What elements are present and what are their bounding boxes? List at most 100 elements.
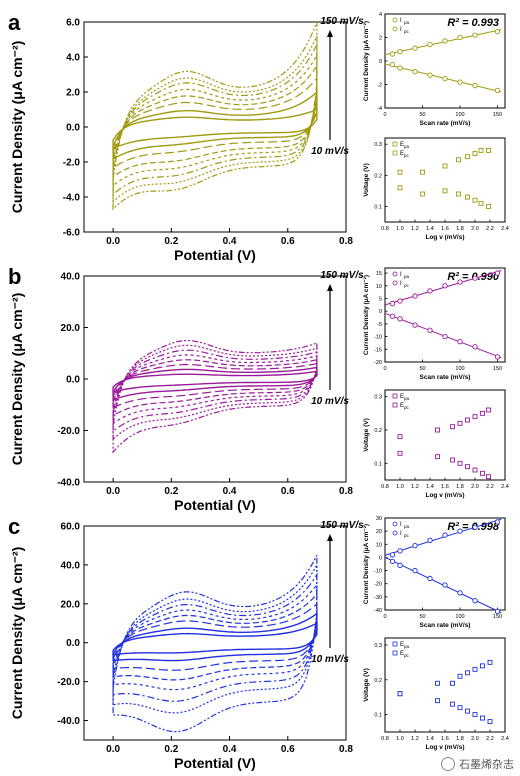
point-Ipc xyxy=(472,344,478,350)
legend-marker xyxy=(392,150,398,156)
point-Epc xyxy=(486,203,491,209)
inset-y-tick-label: 0.2 xyxy=(374,678,382,684)
y-tick-label: -2.0 xyxy=(63,158,81,169)
y-tick-label: -40.0 xyxy=(57,478,80,489)
inset-y-axis-label: Voltage (V) xyxy=(363,668,370,701)
cv-loop-100mvs xyxy=(112,44,318,197)
inset-y-tick-label: 0 xyxy=(379,309,382,315)
panel-label: a xyxy=(8,10,21,35)
inset-y-tick-label: 4 xyxy=(379,12,382,18)
point-Epa xyxy=(486,147,491,153)
point-Ipa xyxy=(494,519,501,525)
point-Ipc xyxy=(389,558,396,565)
point-Ipa xyxy=(494,28,501,35)
point-Epc xyxy=(472,712,478,718)
point-Epc xyxy=(456,191,461,197)
point-Ipc xyxy=(457,590,463,596)
legend-marker xyxy=(392,271,398,277)
point-Ipc xyxy=(427,72,433,78)
cv-loop-10mvs xyxy=(112,370,318,393)
point-Epa xyxy=(465,154,470,160)
point-Epc xyxy=(465,464,470,470)
point-Epa xyxy=(465,417,470,423)
arrow-head-icon xyxy=(327,284,333,291)
legend-label: E xyxy=(400,651,404,657)
y-tick-label: 60.0 xyxy=(61,522,81,533)
inset-x-tick-label: 1.6 xyxy=(441,226,449,232)
cv-loop-20mvs xyxy=(112,90,318,161)
inset-x-tick-label: 1.4 xyxy=(426,736,434,742)
inset-y-axis-label: Current Density (μA cm⁻²) xyxy=(363,21,370,101)
cv-curves xyxy=(112,22,318,211)
point-Ipa xyxy=(472,524,478,530)
watermark-text: 石墨烯杂志 xyxy=(459,758,514,771)
legend-label-sub: pa xyxy=(404,396,410,401)
point-Epc xyxy=(465,708,470,714)
x-tick-label: 0.2 xyxy=(164,236,178,247)
x-axis-label: Potential (V) xyxy=(174,497,256,513)
point-Epa xyxy=(472,666,478,672)
point-Ipc xyxy=(389,313,396,319)
cv-loop-120mvs xyxy=(112,562,318,714)
cv-loop-20mvs xyxy=(112,612,318,662)
point-Ipc xyxy=(457,339,463,345)
inset-x-axis-label: Log v (mV/s) xyxy=(425,234,464,241)
y-tick-label: 40.0 xyxy=(61,560,81,571)
panel-label: c xyxy=(8,514,20,539)
x-tick-label: 0.2 xyxy=(164,744,178,755)
inset-x-tick-label: 1.8 xyxy=(456,736,464,742)
point-Epa xyxy=(450,424,455,430)
watermark-logo-icon xyxy=(441,757,455,771)
point-Ipa xyxy=(389,51,396,57)
inset-y-axis-label: Voltage (V) xyxy=(363,418,370,451)
point-Ipa xyxy=(427,537,433,543)
inset-x-tick-label: 2.0 xyxy=(471,226,479,232)
x-tick-label: 0.0 xyxy=(106,744,120,755)
inset-y-tick-label: 0 xyxy=(379,59,382,65)
point-Epc xyxy=(450,701,455,707)
point-Ipc xyxy=(494,87,501,94)
point-Epc xyxy=(487,719,493,725)
panel-c: 0.0 0.2 0.4 0.6 0.8 60.0 40.0 20.0 0.0 -20.0 -40.0… xyxy=(8,514,509,771)
inset-x-tick-label: 1.6 xyxy=(441,736,449,742)
inset-x-axis-label: Scan rate (mV/s) xyxy=(420,622,471,629)
inset-y-tick-label: -5 xyxy=(377,322,382,328)
point-Epa xyxy=(397,434,403,440)
point-Ipa xyxy=(412,542,418,549)
inset-x-tick-label: 2.2 xyxy=(486,226,494,232)
point-Ipa xyxy=(389,552,396,558)
point-Epa xyxy=(487,659,493,665)
inset-y-tick-label: 20 xyxy=(376,529,382,535)
inset-x-tick-label: 50 xyxy=(419,112,425,118)
inset-y-axis-label: Current Density (μA cm⁻²) xyxy=(363,275,370,355)
point-Epa xyxy=(435,680,440,686)
panel-a: 0.0 0.2 0.4 0.6 0.8 6.0 4.0 2.0 0.0 -2.0 -4.0 -6.0 P… xyxy=(8,10,509,263)
point-Epc xyxy=(420,191,425,197)
point-Ipc xyxy=(412,322,418,328)
inset-y-tick-label: -10 xyxy=(374,569,382,575)
point-Ipc xyxy=(457,79,463,85)
point-Epa xyxy=(465,670,470,676)
point-Epa xyxy=(456,157,461,163)
legend-label: E xyxy=(400,642,404,648)
cv-loop-100mvs xyxy=(112,572,318,702)
legend-label: E xyxy=(400,142,404,148)
point-Epc xyxy=(486,474,491,480)
point-Ipc xyxy=(389,61,396,68)
point-Epc xyxy=(472,467,478,473)
inset-y-tick-label: -2 xyxy=(377,83,382,89)
inset-y-tick-label: 0.1 xyxy=(374,461,382,467)
legend-label: E xyxy=(400,394,404,400)
point-Epa xyxy=(420,169,425,175)
cv-loop-40mvs xyxy=(112,76,318,169)
x-tick-label: 0.2 xyxy=(164,486,178,497)
scan-frame xyxy=(384,267,506,363)
inset-x-tick-label: 100 xyxy=(455,366,464,372)
point-Ipc xyxy=(397,65,403,71)
inset-y-tick-label: 0.2 xyxy=(374,428,382,434)
top-scan-note: 150 mV/s xyxy=(320,270,364,281)
inset-y-tick-label: 0 xyxy=(379,555,382,561)
cv-loop-40mvs xyxy=(112,602,318,671)
legend-label: I xyxy=(400,522,402,528)
